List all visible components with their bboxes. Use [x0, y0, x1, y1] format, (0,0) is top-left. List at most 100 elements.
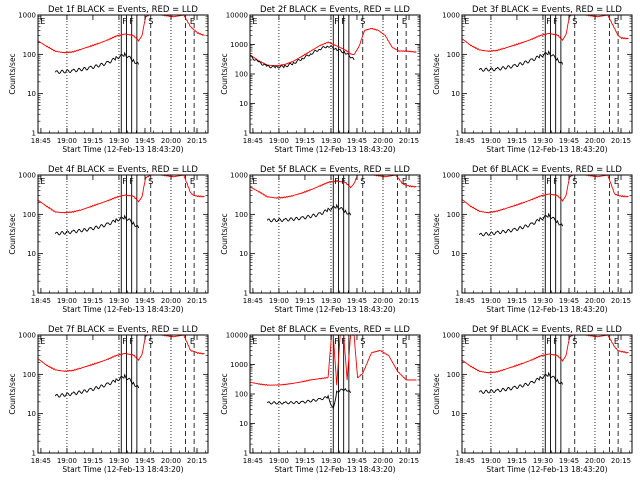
y-tick-label: 1	[32, 450, 36, 458]
event-marker-label: S	[148, 17, 153, 26]
x-tick-label: 19:30	[533, 297, 553, 305]
y-tick-label: 100	[235, 391, 248, 399]
x-axis-label: Start Time (12-Feb-13 18:43:20)	[62, 465, 183, 474]
reference-lines	[490, 15, 619, 133]
event-marker-label: F	[129, 337, 134, 346]
y-tick-label: 1	[244, 290, 248, 298]
y-tick-label: 1000	[18, 332, 36, 340]
x-tick-label: 19:15	[295, 297, 315, 305]
event-marker-label: S	[572, 177, 577, 186]
plot-frame	[37, 334, 209, 454]
y-tick-label: 100	[235, 71, 248, 79]
event-marker-label: F	[546, 17, 551, 26]
event-marker-label: S	[572, 337, 577, 346]
panel-det-1: Det 1f BLACK = Events, RED = LLD 1 10 100 10…	[8, 5, 209, 154]
event-marker-label: F	[341, 177, 346, 186]
y-tick-label: 1000	[442, 332, 460, 340]
event-marker-label: E	[402, 177, 407, 186]
event-marker-label: E	[464, 177, 469, 186]
x-axis-label: Start Time (12-Feb-13 18:43:20)	[274, 465, 395, 474]
x-tick-label: 19:45	[347, 297, 367, 305]
x-tick-label: 19:00	[269, 297, 289, 305]
x-tick-label: 19:00	[481, 297, 501, 305]
x-tick-label: 19:15	[507, 457, 527, 465]
event-marker-label: F	[334, 17, 339, 26]
panel-det-2: Det 2f BLACK = Events, RED = LLD 1 10 100 10…	[220, 5, 421, 154]
panel-det-9: Det 9f BLACK = Events, RED = LLD 1 10 100 10…	[432, 325, 633, 474]
x-tick-label: 19:00	[57, 297, 77, 305]
x-tick-label: 19:45	[135, 137, 155, 145]
y-tick-label: 1000	[18, 172, 36, 180]
y-tick-label: 10	[239, 100, 248, 108]
x-tick-label: 19:30	[109, 297, 129, 305]
panel-det-4: Det 4f BLACK = Events, RED = LLD 1 10 100 10…	[8, 165, 209, 314]
x-tick-label: 20:00	[161, 457, 181, 465]
y-tick-label: 100	[447, 51, 460, 59]
reference-lines	[66, 335, 195, 453]
series-line-red	[38, 175, 205, 214]
event-marker-label: E	[252, 17, 257, 26]
y-axis-label: Counts/sec	[432, 213, 441, 254]
plot-frame	[249, 334, 421, 454]
event-marker-label: E	[614, 337, 619, 346]
series-line-red	[38, 15, 205, 54]
x-tick-label: 18:45	[243, 297, 263, 305]
reference-lines	[490, 175, 619, 293]
panel-det-7: Det 7f BLACK = Events, RED = LLD 1 10 100 10…	[8, 325, 209, 474]
event-marker-label: F	[334, 177, 339, 186]
x-axis-label: Start Time (12-Feb-13 18:43:20)	[486, 465, 607, 474]
x-tick-label: 20:15	[399, 137, 419, 145]
x-tick-label: 19:30	[109, 457, 129, 465]
series-line-red	[462, 15, 629, 53]
x-tick-label: 19:00	[269, 137, 289, 145]
x-axis-label: Start Time (12-Feb-13 18:43:20)	[486, 305, 607, 314]
plot-frame	[461, 334, 633, 454]
x-tick-label: 18:45	[455, 297, 475, 305]
reference-lines	[66, 175, 195, 293]
x-tick-label: 20:00	[161, 137, 181, 145]
event-marker-label: F	[546, 337, 551, 346]
series-line-black	[54, 214, 140, 236]
event-marker-label: F	[122, 337, 127, 346]
event-marker-label: F	[341, 17, 346, 26]
x-tick-label: 20:15	[611, 457, 631, 465]
x-tick-label: 20:15	[187, 137, 207, 145]
panel-title: Det 7f BLACK = Events, RED = LLD	[48, 325, 198, 335]
x-tick-label: 19:30	[321, 137, 341, 145]
event-marker-label: S	[360, 17, 365, 26]
x-tick-label: 19:15	[507, 137, 527, 145]
y-tick-label: 1000	[230, 361, 248, 369]
x-tick-label: 19:15	[507, 297, 527, 305]
x-tick-label: 19:15	[295, 137, 315, 145]
event-marker-label: F	[129, 17, 134, 26]
x-tick-label: 19:15	[83, 297, 103, 305]
panel-det-3: Det 3f BLACK = Events, RED = LLD 1 10 100 10…	[432, 5, 633, 154]
y-axis-label: Counts/sec	[8, 213, 17, 254]
x-tick-label: 19:45	[559, 137, 579, 145]
x-tick-label: 20:00	[373, 137, 393, 145]
y-axis-label: Counts/sec	[220, 53, 229, 94]
x-tick-label: 19:00	[269, 457, 289, 465]
event-marker-label: F	[122, 17, 127, 26]
panel-title: Det 3f BLACK = Events, RED = LLD	[472, 5, 622, 15]
panel-title: Det 9f BLACK = Events, RED = LLD	[472, 325, 622, 335]
y-axis-label: Counts/sec	[432, 53, 441, 94]
series-line-red	[38, 335, 205, 373]
event-marker-label: E	[190, 337, 195, 346]
y-tick-label: 10	[451, 250, 460, 258]
x-tick-label: 20:00	[585, 297, 605, 305]
x-tick-label: 19:15	[295, 457, 315, 465]
series-line-red	[462, 175, 629, 214]
x-tick-label: 20:00	[373, 297, 393, 305]
event-marker-label: E	[190, 177, 195, 186]
reference-lines	[278, 175, 407, 293]
reference-lines	[66, 15, 195, 133]
series-line-red	[250, 27, 417, 67]
reference-lines	[278, 15, 407, 133]
x-tick-label: 20:00	[585, 457, 605, 465]
x-tick-label: 18:45	[31, 137, 51, 145]
x-tick-label: 20:15	[399, 297, 419, 305]
plot-frame	[249, 14, 421, 134]
x-tick-label: 18:45	[455, 137, 475, 145]
y-tick-label: 1000	[230, 172, 248, 180]
